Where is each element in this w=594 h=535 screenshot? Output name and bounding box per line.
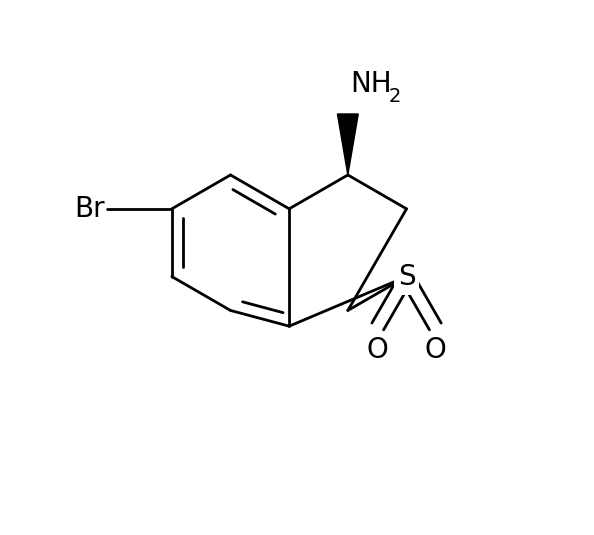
Polygon shape [337, 114, 358, 175]
Text: O: O [425, 336, 446, 364]
Text: Br: Br [74, 195, 105, 223]
Text: S: S [398, 263, 415, 291]
Text: 2: 2 [389, 87, 402, 105]
Text: O: O [367, 336, 388, 364]
Text: NH: NH [350, 71, 392, 98]
